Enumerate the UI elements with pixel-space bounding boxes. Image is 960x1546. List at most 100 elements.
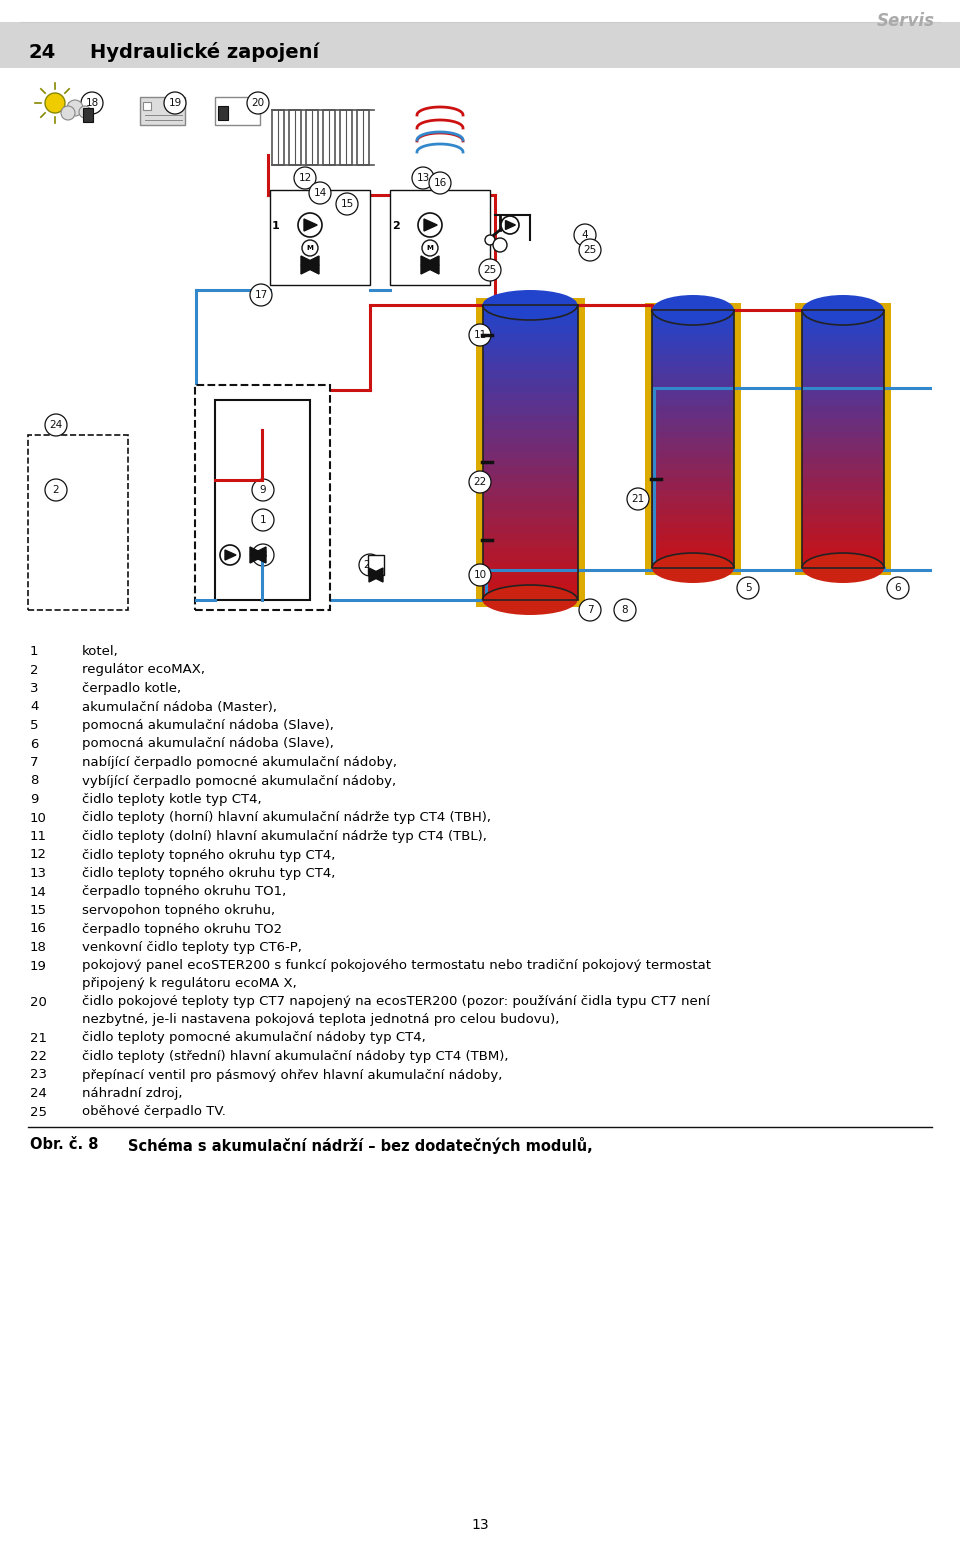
Text: 10: 10 — [30, 812, 47, 824]
Circle shape — [579, 240, 601, 261]
Bar — [652, 553, 734, 561]
Text: 13: 13 — [471, 1518, 489, 1532]
Polygon shape — [369, 567, 383, 581]
Bar — [652, 561, 734, 567]
Text: 21: 21 — [30, 1031, 47, 1045]
Bar — [483, 363, 578, 371]
Text: Schéma s akumulační nádrží – bez dodatečných modulů,: Schéma s akumulační nádrží – bez dodateč… — [128, 1136, 592, 1153]
Bar — [652, 529, 734, 536]
Circle shape — [469, 472, 491, 493]
Bar — [357, 110, 369, 165]
Circle shape — [418, 213, 442, 237]
Bar — [802, 315, 884, 323]
Bar — [652, 523, 734, 529]
Ellipse shape — [802, 553, 884, 583]
Bar — [802, 366, 884, 374]
Text: 13: 13 — [30, 867, 47, 880]
Bar — [483, 438, 578, 445]
Bar — [652, 425, 734, 433]
Bar — [802, 535, 884, 543]
Circle shape — [45, 414, 67, 436]
Bar — [652, 535, 734, 543]
Bar — [83, 108, 93, 122]
Bar — [652, 515, 734, 523]
Bar — [802, 553, 884, 561]
Circle shape — [79, 107, 91, 117]
Bar — [802, 386, 884, 394]
Text: 24: 24 — [30, 1087, 47, 1101]
Text: 22: 22 — [30, 1050, 47, 1064]
Bar — [195, 385, 330, 611]
Circle shape — [252, 509, 274, 530]
Bar — [802, 309, 884, 317]
Text: 10: 10 — [473, 570, 487, 580]
Bar — [483, 400, 578, 408]
Text: 5: 5 — [30, 719, 38, 731]
Text: pomocná akumulační nádoba (Slave),: pomocná akumulační nádoba (Slave), — [82, 737, 334, 750]
Bar — [652, 342, 734, 349]
Polygon shape — [421, 257, 439, 274]
Bar — [483, 318, 578, 328]
Text: regulátor ecoMAX,: regulátor ecoMAX, — [82, 663, 205, 677]
Ellipse shape — [652, 295, 734, 325]
Bar — [802, 405, 884, 413]
Bar — [483, 592, 578, 600]
Bar — [483, 430, 578, 438]
Text: 14: 14 — [313, 189, 326, 198]
Circle shape — [302, 240, 318, 257]
Text: 3: 3 — [30, 682, 38, 696]
Text: Servis: Servis — [877, 12, 935, 29]
Text: M: M — [426, 244, 433, 250]
Bar — [483, 547, 578, 555]
Polygon shape — [250, 547, 266, 563]
Text: 8: 8 — [30, 775, 38, 787]
Polygon shape — [301, 257, 319, 274]
Bar — [802, 419, 884, 427]
Bar — [652, 386, 734, 394]
Bar — [795, 303, 891, 575]
Circle shape — [45, 93, 65, 113]
Bar — [802, 380, 884, 388]
Text: 9: 9 — [30, 793, 38, 805]
Bar — [483, 305, 578, 600]
Bar — [802, 354, 884, 362]
Text: 2: 2 — [392, 221, 399, 230]
Bar — [483, 496, 578, 504]
Circle shape — [501, 216, 519, 233]
Text: připojený k regulátoru ecoMA X,: připojený k regulátoru ecoMA X, — [82, 977, 297, 989]
Circle shape — [220, 546, 240, 564]
Bar — [652, 348, 734, 356]
Polygon shape — [421, 257, 439, 274]
Bar — [483, 502, 578, 512]
Bar — [652, 413, 734, 419]
Text: 16: 16 — [433, 178, 446, 189]
Circle shape — [574, 224, 596, 246]
Bar — [802, 348, 884, 356]
Bar — [143, 102, 151, 110]
Bar — [802, 458, 884, 465]
Text: 7: 7 — [30, 756, 38, 768]
Text: 1: 1 — [30, 645, 38, 659]
Bar — [368, 555, 384, 575]
Text: pokojový panel ecoSTER200 s funkcí pokojového termostatu nebo tradiční pokojový : pokojový panel ecoSTER200 s funkcí pokoj… — [82, 960, 711, 972]
Bar — [652, 476, 734, 484]
Bar — [802, 484, 884, 490]
Bar — [483, 584, 578, 592]
Bar — [652, 502, 734, 510]
Circle shape — [469, 325, 491, 346]
Bar — [802, 444, 884, 451]
Bar — [652, 335, 734, 342]
Bar — [483, 422, 578, 430]
Text: Obr. č. 8: Obr. č. 8 — [30, 1136, 99, 1152]
Bar — [483, 540, 578, 549]
Bar — [306, 110, 318, 165]
Text: čidlo pokojové teploty typ CT7 napojený na ecosTER200 (pozor: používání čidla ty: čidlo pokojové teploty typ CT7 napojený … — [82, 996, 710, 1008]
Bar — [652, 380, 734, 388]
Bar — [652, 484, 734, 490]
Text: akumulační nádoba (Master),: akumulační nádoba (Master), — [82, 700, 277, 714]
Circle shape — [469, 564, 491, 586]
Bar — [483, 305, 578, 312]
Bar — [289, 110, 301, 165]
Text: čerpadlo topného okruhu TO2: čerpadlo topného okruhu TO2 — [82, 923, 282, 935]
Bar — [475, 298, 585, 608]
